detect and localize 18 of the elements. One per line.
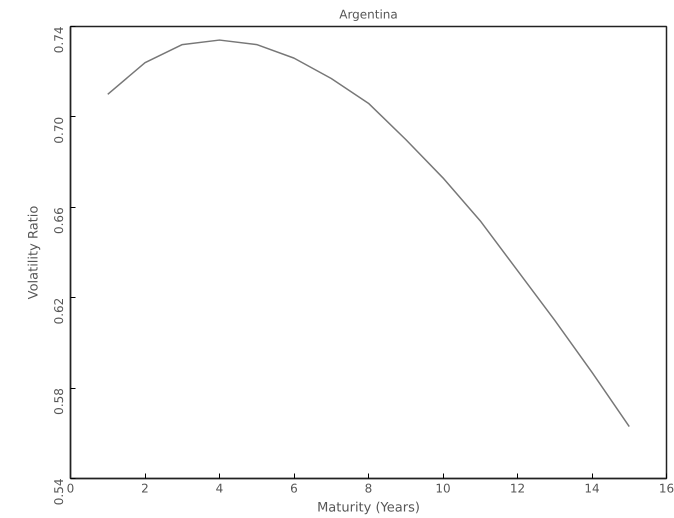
x-tick-label: 12 xyxy=(510,482,526,496)
x-axis-title: Maturity (Years) xyxy=(317,500,420,516)
x-tick-label: 2 xyxy=(141,482,149,496)
x-tick-label: 8 xyxy=(364,482,372,496)
y-tick-label: 0.62 xyxy=(52,298,66,324)
x-tick-label: 6 xyxy=(290,482,298,496)
x-tick-label: 10 xyxy=(435,482,451,496)
x-tick-label: 16 xyxy=(658,482,674,496)
chart-title: Argentina xyxy=(339,8,398,22)
y-tick-label: 0.66 xyxy=(52,207,66,234)
x-tick-label: 14 xyxy=(584,482,600,496)
y-tick-label: 0.58 xyxy=(52,388,66,415)
x-tick-label: 4 xyxy=(216,482,224,496)
x-tick-label: 0 xyxy=(66,482,74,496)
y-tick-label: 0.74 xyxy=(52,26,66,54)
y-tick-label: 0.70 xyxy=(52,116,66,144)
y-axis-title: Volatility Ratio xyxy=(26,206,42,300)
y-tick-label: 0.54 xyxy=(52,478,66,506)
